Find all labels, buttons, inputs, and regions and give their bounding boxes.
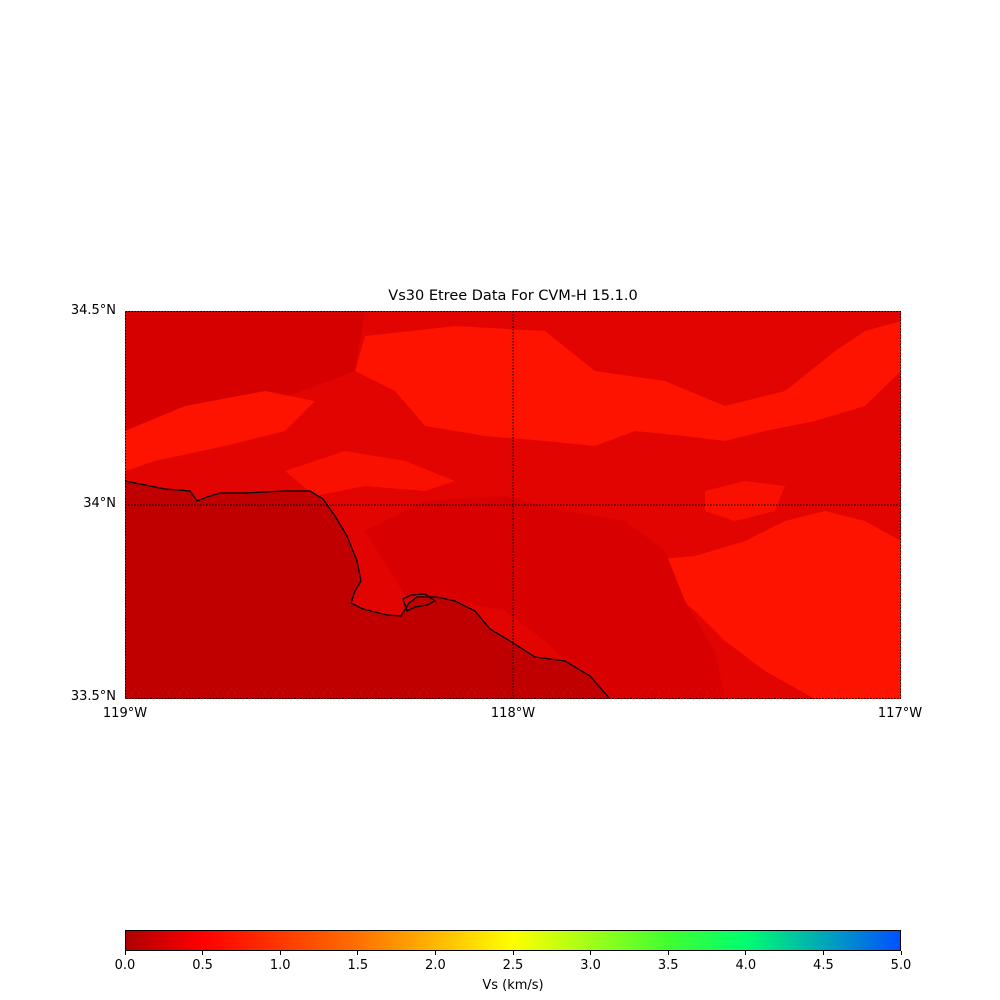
lat-label-34-5: 34.5°N bbox=[70, 303, 116, 318]
colorbar-tick-label: 4.5 bbox=[813, 958, 834, 973]
high-region-mid bbox=[285, 451, 455, 496]
colorbar-tick-mark bbox=[279, 951, 281, 955]
vs30-map bbox=[125, 311, 901, 699]
lon-label-117: 117°W bbox=[877, 706, 923, 721]
colorbar-tick-mark bbox=[434, 951, 436, 955]
high-region-north bbox=[355, 321, 901, 446]
colorbar-tick-label: 0.0 bbox=[114, 958, 136, 973]
colorbar-tick-mark bbox=[745, 951, 747, 955]
colorbar bbox=[125, 930, 901, 951]
basin-region bbox=[365, 496, 725, 699]
colorbar-tick-mark bbox=[822, 951, 824, 955]
lat-label-33-5: 33.5°N bbox=[70, 689, 116, 704]
lon-label-118: 118°W bbox=[490, 706, 536, 721]
colorbar-tick-label: 1.5 bbox=[347, 958, 369, 973]
ridge-region bbox=[125, 311, 365, 431]
map-title: Vs30 Etree Data For CVM-H 15.1.0 bbox=[388, 288, 638, 304]
harbor-coast bbox=[402, 593, 437, 612]
colorbar-tick-label: 5.0 bbox=[890, 958, 912, 973]
colorbar-label: Vs (km/s) bbox=[482, 978, 544, 993]
colorbar-tick-label: 1.0 bbox=[269, 958, 291, 973]
coastline bbox=[125, 480, 611, 699]
mountain-region-west bbox=[125, 391, 315, 471]
ocean bbox=[125, 481, 610, 699]
colorbar-tick-label: 0.5 bbox=[192, 958, 213, 973]
colorbar-tick-mark bbox=[512, 951, 514, 955]
lat-label-34: 34°N bbox=[83, 496, 116, 511]
high-region-east bbox=[640, 511, 901, 699]
colorbar-tick-label: 2.5 bbox=[502, 958, 524, 973]
lon-label-119: 119°W bbox=[102, 706, 148, 721]
colorbar-tick-label: 3.0 bbox=[580, 958, 601, 973]
colorbar-tick-mark bbox=[590, 951, 592, 955]
colorbar-tick-label: 4.0 bbox=[735, 958, 757, 973]
colorbar-tick-mark bbox=[202, 951, 204, 955]
colorbar-tick-mark bbox=[900, 951, 902, 955]
colorbar-tick-label: 2.0 bbox=[425, 958, 446, 973]
high-region-east-2 bbox=[705, 481, 785, 521]
colorbar-tick-label: 3.5 bbox=[657, 958, 679, 973]
colorbar-tick-mark bbox=[667, 951, 669, 955]
colorbar-tick-mark bbox=[124, 951, 126, 955]
map-frame bbox=[125, 311, 901, 699]
colorbar-tick-mark bbox=[357, 951, 359, 955]
